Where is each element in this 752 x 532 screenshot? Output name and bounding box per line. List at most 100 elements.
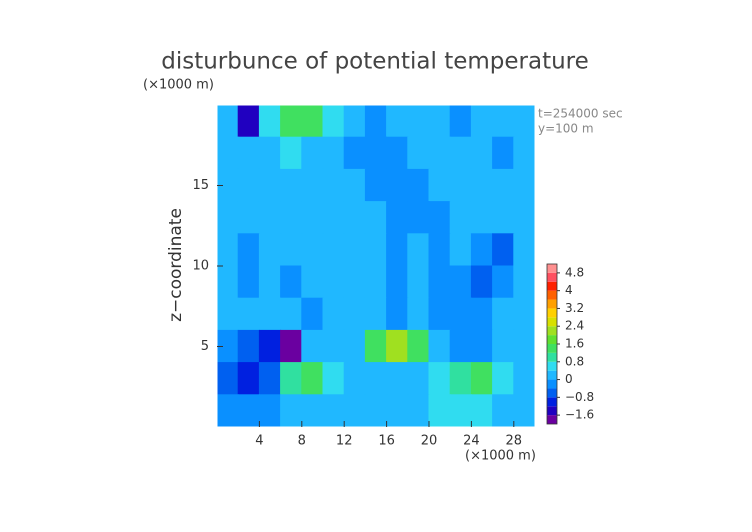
colorbar-tick-label: 2.4	[565, 319, 584, 333]
cell	[322, 105, 345, 138]
cell	[449, 136, 472, 170]
cell	[492, 394, 515, 427]
cell	[258, 297, 282, 331]
cell	[513, 105, 535, 138]
cell	[217, 168, 239, 203]
cell	[407, 233, 430, 267]
cell	[364, 362, 388, 396]
colorbar-tick-label: 1.6	[565, 337, 584, 351]
cell	[492, 362, 515, 396]
cell	[343, 168, 366, 203]
cell	[513, 201, 535, 235]
cell	[492, 136, 515, 170]
cell	[492, 233, 515, 267]
cell	[470, 362, 494, 396]
cell	[428, 329, 451, 364]
cell	[513, 362, 535, 396]
cell	[237, 201, 260, 235]
cell	[470, 233, 494, 267]
cell	[280, 201, 303, 235]
colorbar-swatch	[547, 406, 557, 416]
colorbar-swatch	[547, 317, 557, 327]
colorbar-swatch	[547, 281, 557, 291]
cell	[322, 136, 345, 170]
y-tick-label: 15	[192, 178, 209, 193]
cell	[428, 105, 451, 138]
colorbar-swatch	[547, 326, 557, 336]
colorbar-swatch	[547, 379, 557, 389]
cell	[407, 362, 430, 396]
colorbar-swatch	[547, 388, 557, 398]
cell	[217, 297, 239, 331]
colorbar-swatch	[547, 308, 557, 318]
cell	[513, 297, 535, 331]
cell	[258, 362, 282, 396]
cell	[386, 168, 409, 203]
cell	[258, 233, 282, 267]
cell	[386, 136, 409, 170]
y-tick-label: 10	[192, 259, 209, 274]
cell	[386, 105, 409, 138]
cell	[322, 265, 345, 299]
cell	[428, 201, 451, 235]
cell	[386, 394, 409, 427]
cell	[513, 329, 535, 364]
cell	[364, 394, 388, 427]
cell	[428, 362, 451, 396]
cell	[322, 394, 345, 427]
colorbar-swatch	[547, 290, 557, 300]
cell	[364, 329, 388, 364]
cell	[407, 297, 430, 331]
x-tick-label: 28	[506, 434, 523, 449]
cell	[322, 329, 345, 364]
cell	[258, 201, 282, 235]
colorbar-swatch	[547, 344, 557, 353]
cell	[407, 329, 430, 364]
cell	[407, 265, 430, 299]
cell	[280, 136, 303, 170]
cell	[470, 105, 494, 138]
cell	[386, 265, 409, 299]
cell	[364, 105, 388, 138]
cell	[449, 233, 472, 267]
x-tick-label: 8	[298, 434, 306, 449]
cell	[217, 233, 239, 267]
cell	[301, 265, 324, 299]
cell	[237, 265, 260, 299]
chart-title: disturbunce of potential temperature	[161, 49, 589, 75]
cell	[280, 233, 303, 267]
colorbar-swatch	[547, 264, 557, 273]
cell	[343, 136, 366, 170]
cell	[513, 394, 535, 427]
cell	[513, 265, 535, 299]
colorbar-tick-label: 4.8	[565, 265, 584, 279]
cell	[301, 329, 324, 364]
cell	[237, 394, 260, 427]
cell	[280, 362, 303, 396]
cell	[470, 168, 494, 203]
cell	[386, 297, 409, 331]
cell	[449, 168, 472, 203]
cell	[237, 329, 260, 364]
cell	[280, 297, 303, 331]
cell	[237, 105, 260, 138]
cell	[428, 233, 451, 267]
cell	[470, 297, 494, 331]
cell	[428, 136, 451, 170]
cell	[449, 362, 472, 396]
cell	[322, 168, 345, 203]
cell	[301, 362, 324, 396]
colorbar-tick-label: 0	[565, 372, 573, 386]
cell	[258, 105, 282, 138]
x-unit: (×1000 m)	[465, 449, 536, 464]
cell	[237, 297, 260, 331]
cell	[322, 297, 345, 331]
cell	[428, 265, 451, 299]
x-tick-label: 12	[336, 434, 353, 449]
cell	[364, 265, 388, 299]
cell	[470, 136, 494, 170]
colorbar-swatch	[547, 370, 557, 380]
colorbar-tick-label: 0.8	[565, 354, 584, 368]
cell	[492, 297, 515, 331]
